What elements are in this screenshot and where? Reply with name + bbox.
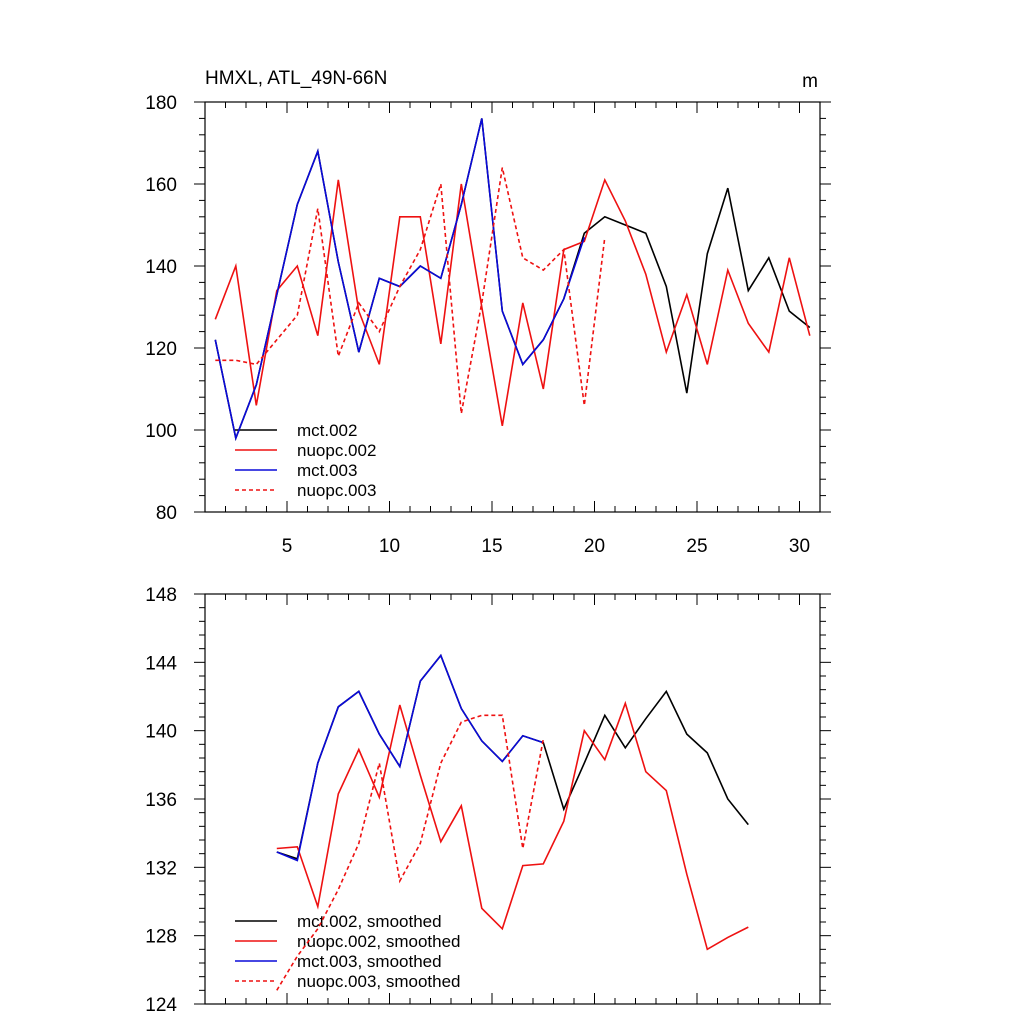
- legend-label: mct.002: [297, 421, 357, 440]
- y-tick-label: 80: [156, 503, 177, 524]
- legend-label: nuopc.003: [297, 481, 376, 500]
- y-tick-label: 144: [145, 653, 177, 674]
- series-line-nuopc-002-smoothed: [276, 700, 749, 951]
- legend-label: nuopc.003, smoothed: [297, 972, 461, 991]
- series-line-mct-003: [214, 118, 586, 442]
- x-tick-label: 30: [789, 536, 810, 557]
- legend-label: mct.003: [297, 461, 357, 480]
- y-tick-label: 140: [145, 257, 177, 278]
- series-line-mct-002-smoothed: [276, 653, 749, 860]
- series-line-nuopc-003-smoothed: [276, 714, 545, 991]
- units-label: m: [802, 71, 818, 92]
- y-tick-label: 136: [145, 790, 177, 811]
- y-tick-label: 120: [145, 339, 177, 360]
- series-line-nuopc-003: [215, 167, 606, 414]
- y-tick-label: 140: [145, 722, 177, 743]
- legend-label: mct.003, smoothed: [297, 952, 442, 971]
- series-line-nuopc-002: [214, 177, 811, 427]
- legend-label: nuopc.002, smoothed: [297, 932, 461, 951]
- legend-label: nuopc.002: [297, 441, 376, 460]
- x-tick-label: 25: [686, 536, 707, 557]
- y-tick-label: 124: [145, 995, 177, 1016]
- x-tick-label: 5: [282, 536, 293, 557]
- legend-label: mct.002, smoothed: [297, 912, 442, 931]
- y-tick-label: 100: [145, 421, 177, 442]
- top-panel-hmxl: 5 10 15 20 25 30 80 100 120 140 160 180 HMXL, ATL_49…: [145, 68, 831, 557]
- y-tick-label: 160: [145, 175, 177, 196]
- y-tick-label: 148: [145, 585, 177, 606]
- chart-title: HMXL, ATL_49N-66N: [205, 68, 387, 89]
- x-tick-label: 10: [379, 536, 400, 557]
- y-tick-label: 128: [145, 927, 177, 948]
- y-tick-label: 132: [145, 858, 177, 879]
- series-line-mct-003-smoothed: [276, 653, 544, 862]
- y-tick-label: 180: [145, 93, 177, 114]
- x-tick-label: 15: [481, 536, 502, 557]
- x-tick-label: 20: [584, 536, 605, 557]
